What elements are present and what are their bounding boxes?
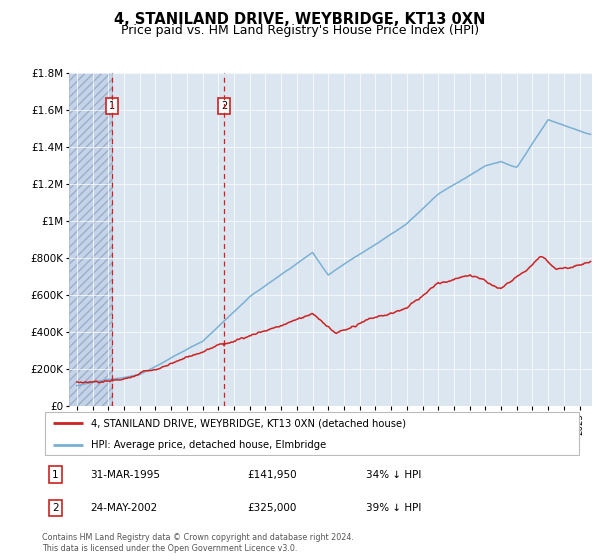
Text: Price paid vs. HM Land Registry's House Price Index (HPI): Price paid vs. HM Land Registry's House … bbox=[121, 24, 479, 37]
Text: £325,000: £325,000 bbox=[247, 503, 296, 513]
Text: 4, STANILAND DRIVE, WEYBRIDGE, KT13 0XN (detached house): 4, STANILAND DRIVE, WEYBRIDGE, KT13 0XN … bbox=[91, 418, 406, 428]
Text: 39% ↓ HPI: 39% ↓ HPI bbox=[366, 503, 421, 513]
FancyBboxPatch shape bbox=[45, 412, 580, 455]
Text: 2: 2 bbox=[52, 503, 59, 513]
Text: 2: 2 bbox=[221, 101, 227, 111]
Text: 4, STANILAND DRIVE, WEYBRIDGE, KT13 0XN: 4, STANILAND DRIVE, WEYBRIDGE, KT13 0XN bbox=[115, 12, 485, 27]
Text: 1: 1 bbox=[52, 470, 59, 479]
Text: Contains HM Land Registry data © Crown copyright and database right 2024.
This d: Contains HM Land Registry data © Crown c… bbox=[42, 533, 354, 553]
Text: 24-MAY-2002: 24-MAY-2002 bbox=[91, 503, 158, 513]
Text: £141,950: £141,950 bbox=[247, 470, 297, 479]
Text: 1: 1 bbox=[109, 101, 115, 111]
Text: 31-MAR-1995: 31-MAR-1995 bbox=[91, 470, 161, 479]
Bar bbox=[69, 73, 112, 406]
Text: HPI: Average price, detached house, Elmbridge: HPI: Average price, detached house, Elmb… bbox=[91, 440, 326, 450]
Text: 34% ↓ HPI: 34% ↓ HPI bbox=[366, 470, 421, 479]
